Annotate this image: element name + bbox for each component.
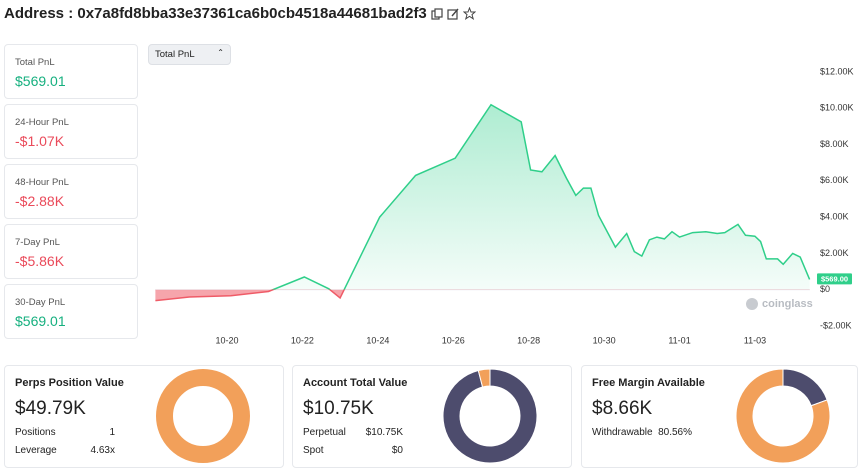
x-tick-label: 10-30	[593, 335, 616, 345]
x-tick-label: 10-26	[442, 335, 465, 345]
panel-row: Perpetual $10.75K	[303, 427, 403, 438]
edit-icon[interactable]	[447, 8, 459, 20]
pnl-value: -$5.86K	[15, 253, 65, 269]
row-label: Spot	[303, 445, 324, 456]
chevron: ⌃	[217, 48, 224, 57]
summary-panel: Free Margin Available $8.66K Withdrawable 8…	[581, 365, 858, 468]
row-value: $0	[391, 445, 403, 456]
pnl-card: 7-Day PnL -$5.86K	[4, 224, 138, 279]
x-tick-label: 11-01	[668, 335, 690, 345]
y-tick-label: $12.00K	[820, 66, 854, 76]
summary-panel: Perps Position Value $49.79K Positions 1 Lev…	[4, 365, 284, 468]
x-tick-label: 10-20	[216, 335, 239, 345]
y-tick-label: $10.00K	[820, 103, 854, 113]
row-label: Perpetual	[303, 427, 346, 438]
address-title: Address : 0x7a8fd8bba33e37361ca6b0cb4518…	[4, 5, 427, 22]
pnl-label: 24-Hour PnL	[15, 117, 69, 128]
pnl-label: 48-Hour PnL	[15, 177, 69, 188]
panel-value: $10.75K	[303, 398, 374, 419]
current-value-box	[817, 273, 852, 285]
pnl-card: 30-Day PnL $569.01	[4, 284, 138, 339]
pnl-selector[interactable]: Total PnL ⌃	[148, 44, 231, 65]
panel-title: Perps Position Value	[15, 377, 124, 389]
pnl-card: 24-Hour PnL -$1.07K	[4, 104, 138, 159]
pnl-value: $569.01	[15, 73, 66, 89]
y-tick-label: $6.00K	[820, 175, 849, 185]
pnl-label: 30-Day PnL	[15, 297, 66, 308]
x-tick-label: 10-28	[517, 335, 540, 345]
pnl-line	[155, 103, 811, 302]
row-value: 80.56%	[658, 427, 692, 438]
row-label: Withdrawable	[592, 427, 653, 438]
pnl-value: $569.01	[15, 313, 66, 329]
copy-icon[interactable]	[431, 7, 443, 20]
row-value: $10.75K	[365, 427, 403, 438]
current-value-label: $569.00	[821, 274, 848, 283]
row-label: Leverage	[15, 445, 57, 456]
y-tick-label: $0	[820, 284, 830, 294]
x-tick-label: 10-22	[291, 335, 314, 345]
y-tick-label: $4.00K	[820, 212, 849, 222]
watermark: coinglass	[762, 298, 813, 310]
y-tick-label: $2.00K	[820, 248, 849, 258]
star-icon[interactable]	[462, 7, 476, 20]
panel-title: Free Margin Available	[592, 377, 705, 389]
panel-row: Spot $0	[303, 445, 403, 456]
row-label: Positions	[15, 427, 56, 438]
selector-label: Total PnL	[155, 49, 195, 60]
y-tick-label: $8.00K	[820, 139, 849, 149]
y-tick-label: -$2.00K	[820, 320, 852, 330]
panel-value: $49.79K	[15, 398, 86, 419]
panel-value: $8.66K	[592, 398, 653, 419]
x-tick-label: 10-24	[366, 335, 389, 345]
summary-panel: Account Total Value $10.75K Perpetual $10.7…	[292, 365, 572, 468]
panel-title: Account Total Value	[303, 377, 408, 389]
panel-row: Withdrawable 80.56%	[592, 427, 692, 438]
header: Address : 0x7a8fd8bba33e37361ca6b0cb4518…	[4, 5, 476, 22]
panel-row: Positions 1	[15, 427, 115, 438]
watermark-icon	[746, 298, 758, 310]
pnl-value: -$1.07K	[15, 133, 65, 149]
pnl-value: -$2.88K	[15, 193, 65, 209]
row-value: 1	[109, 427, 115, 438]
panel-row: Leverage 4.63x	[15, 445, 115, 456]
row-value: 4.63x	[90, 445, 115, 456]
x-tick-label: 11-03	[744, 335, 766, 345]
pnl-card: Total PnL $569.01	[4, 44, 138, 99]
pnl-label: Total PnL	[15, 57, 55, 68]
pnl-area	[155, 104, 810, 301]
pnl-label: 7-Day PnL	[15, 237, 60, 248]
pnl-card: 48-Hour PnL -$2.88K	[4, 164, 138, 219]
